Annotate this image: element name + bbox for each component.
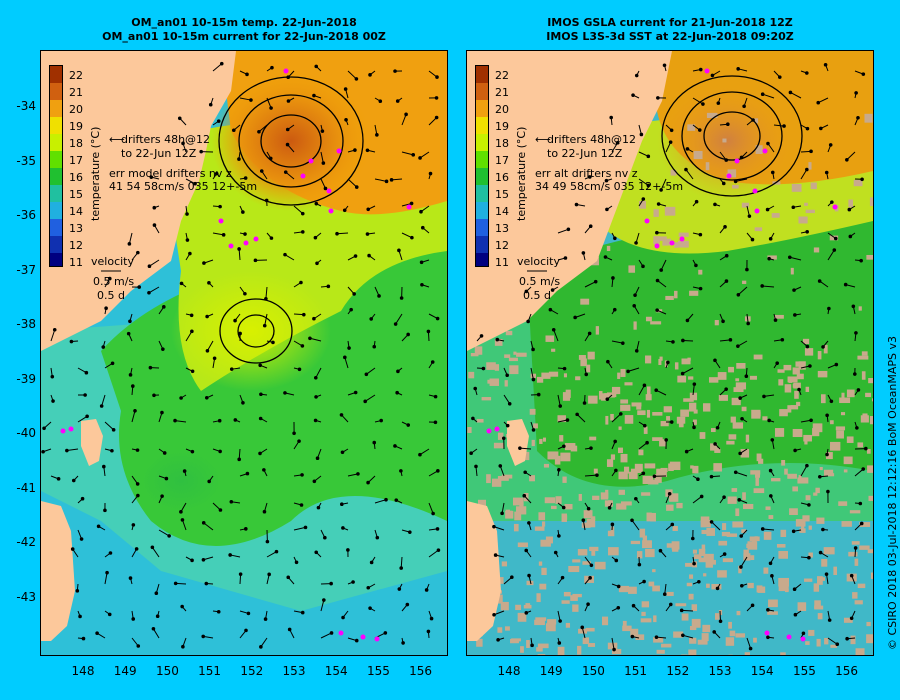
velocity-label: velocity <box>517 255 560 268</box>
colorbar-tick: 12 <box>69 239 83 252</box>
colorbar-tick: 22 <box>495 69 509 82</box>
colorbar-tick: 16 <box>495 171 509 184</box>
right-title-line2: IMOS L3S-3d SST at 22-Jun-2018 09:20Z <box>546 30 794 43</box>
drifters-line2: to 22-Jun 12Z <box>121 147 197 160</box>
velocity-scale2: 0.5 d <box>523 289 551 302</box>
err-line2: 41 54 58cm/s 035 12+-5m <box>109 180 257 193</box>
velocity-scale2: 0.5 d <box>97 289 125 302</box>
drifters-line1: drifters 48h@12 <box>547 133 636 146</box>
drifters-line2: to 22-Jun 12Z <box>547 147 623 160</box>
flinders-island <box>81 419 103 466</box>
drifters-line1: drifters 48h@12 <box>121 133 210 146</box>
left-map-panel: 22 21 20 19 18 17 16 15 14 13 12 11 temperature (°C… <box>40 50 448 656</box>
svg-text:⟵: ⟵ <box>109 133 125 146</box>
lon-tick: 153 <box>708 664 732 678</box>
colorbar-tick: 14 <box>495 205 509 218</box>
colorbar: 22 21 20 19 18 17 16 15 14 13 12 11 temperature (°C… <box>49 65 102 269</box>
lat-tick: -36 <box>16 208 36 222</box>
velocity-scale1: 0.5 m/s <box>93 275 134 288</box>
mainland-land <box>467 51 672 351</box>
colorbar-tick: 20 <box>69 103 83 116</box>
lon-tick: 150 <box>581 664 605 678</box>
lon-tick: 149 <box>113 664 137 678</box>
colorbar-tick: 16 <box>69 171 83 184</box>
lon-tick: 148 <box>71 664 95 678</box>
right-title: IMOS GSLA current for 21-Jun-2018 12Z IM… <box>466 16 874 44</box>
lon-tick: 155 <box>792 664 816 678</box>
colorbar-tick: 15 <box>495 188 509 201</box>
credit-text: © CSIRO 2018 03-Jul-2018 12:12:16 BoM Oc… <box>886 336 899 650</box>
lon-tick: 149 <box>539 664 563 678</box>
mainland-land <box>41 51 236 351</box>
colorbar-tick: 17 <box>69 154 83 167</box>
colorbar-tick: 14 <box>69 205 83 218</box>
lon-tick: 150 <box>155 664 179 678</box>
lat-tick: -35 <box>16 153 36 168</box>
lon-tick: 148 <box>497 664 521 678</box>
lon-tick: 156 <box>409 664 433 678</box>
lon-tick: 151 <box>624 664 648 678</box>
err-line1: err model drifters nv z <box>109 167 232 180</box>
lon-tick: 152 <box>240 664 264 678</box>
colorbar-tick: 13 <box>495 222 509 235</box>
lon-tick: 151 <box>198 664 222 678</box>
tasmania-land <box>41 501 75 641</box>
colorbar-label: temperature (°C) <box>89 127 102 221</box>
left-title: OM_an01 10-15m temp. 22-Jun-2018 OM_an01… <box>40 16 448 44</box>
velocity-label: velocity <box>91 255 134 268</box>
left-title-line1: OM_an01 10-15m temp. 22-Jun-2018 <box>131 16 357 29</box>
lat-tick: -34 <box>16 99 36 113</box>
right-map-panel: 22 21 20 19 18 17 16 15 14 13 12 11 temperature (°C… <box>466 50 874 656</box>
lat-tick: -41 <box>16 480 36 495</box>
colorbar-tick: 18 <box>69 137 83 150</box>
drifter-tracks <box>60 68 412 642</box>
lat-tick: -42 <box>16 535 36 549</box>
right-title-line1: IMOS GSLA current for 21-Jun-2018 12Z <box>547 16 793 29</box>
lat-tick: -40 <box>16 426 36 440</box>
colorbar-tick: 17 <box>495 154 509 167</box>
lon-tick: 153 <box>282 664 306 678</box>
colorbar-tick: 19 <box>69 120 83 133</box>
lat-tick: -39 <box>16 371 36 386</box>
colorbar-tick: 19 <box>495 120 509 133</box>
yellow-eddy <box>171 271 331 391</box>
lon-tick: 152 <box>666 664 690 678</box>
colorbar-tick: 11 <box>69 256 83 269</box>
colorbar-label: temperature (°C) <box>515 127 528 221</box>
eddy-circulation <box>661 75 803 197</box>
warm-eddy-core <box>211 71 371 211</box>
lat-tick: -37 <box>16 262 36 277</box>
err-line1: err alt drifters nv z <box>535 167 638 180</box>
left-title-line2: OM_an01 10-15m current for 22-Jun-2018 0… <box>102 30 386 43</box>
colorbar-tick: 12 <box>495 239 509 252</box>
colorbar-tick: 15 <box>69 188 83 201</box>
legend-text: ⟵ drifters 48h@12 to 22-Jun 12Z err alt … <box>517 133 683 302</box>
lat-tick: -43 <box>16 589 36 604</box>
current-arrows <box>469 62 868 652</box>
lon-tick: 155 <box>366 664 390 678</box>
lon-tick: 154 <box>750 664 774 678</box>
colorbar-tick: 13 <box>69 222 83 235</box>
err-line2: 34 49 58cm/s 035 12+-5m <box>535 180 683 193</box>
colorbar-tick: 21 <box>495 86 509 99</box>
colorbar-tick: 11 <box>495 256 509 269</box>
colorbar-tick: 21 <box>69 86 83 99</box>
lon-tick: 156 <box>835 664 859 678</box>
tasmania-land <box>467 501 501 641</box>
eddy-circulation <box>218 76 364 364</box>
colorbar-tick: 22 <box>69 69 83 82</box>
lat-tick: -38 <box>16 317 36 331</box>
velocity-scale1: 0.5 m/s <box>519 275 560 288</box>
svg-text:⟵: ⟵ <box>535 133 551 146</box>
drifter-tracks <box>486 68 838 642</box>
colorbar: 22 21 20 19 18 17 16 15 14 13 12 11 temperature (°C… <box>475 65 528 269</box>
colorbar-tick: 18 <box>495 137 509 150</box>
legend-text: ⟵ drifters 48h@12 to 22-Jun 12Z err mode… <box>91 133 257 302</box>
lon-tick: 154 <box>324 664 348 678</box>
colorbar-tick: 20 <box>495 103 509 116</box>
flinders-island <box>507 419 529 466</box>
current-arrows <box>41 61 441 649</box>
